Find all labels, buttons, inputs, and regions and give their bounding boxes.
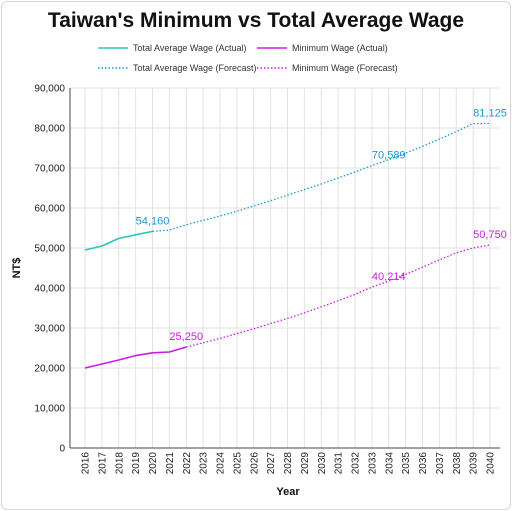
x-tick-label: 2019 xyxy=(131,452,142,475)
x-tick-label: 2028 xyxy=(283,452,294,475)
x-tick-label: 2024 xyxy=(216,452,227,475)
data-label: 40,214 xyxy=(372,271,406,283)
data-labels: 54,160 25,250 70,589 40,214 81,125 50,750 xyxy=(136,108,507,344)
x-tick-label: 2026 xyxy=(249,452,260,475)
series-line-min-forecast xyxy=(186,244,491,348)
data-label: 70,589 xyxy=(372,150,406,162)
x-tick-label: 2033 xyxy=(367,452,378,475)
y-tick-label: 70,000 xyxy=(34,164,65,175)
y-axis-label: NT$ xyxy=(11,258,23,279)
x-tick-label: 2030 xyxy=(317,452,328,475)
x-tick-label: 2016 xyxy=(81,452,92,475)
y-tick-label: 20,000 xyxy=(34,364,65,375)
x-tick-label: 2037 xyxy=(435,452,446,475)
legend: Total Average Wage (Actual) Minimum Wage… xyxy=(98,43,398,73)
legend-label-total-forecast: Total Average Wage (Forecast) xyxy=(133,63,257,73)
x-tick-label: 2020 xyxy=(148,452,159,475)
series-line-total-forecast xyxy=(152,122,491,233)
x-tick-label: 2018 xyxy=(114,452,125,475)
x-tick-label: 2029 xyxy=(300,452,311,475)
x-tick-label: 2031 xyxy=(334,452,345,475)
y-tick-label: 60,000 xyxy=(34,204,65,215)
grid xyxy=(70,87,500,449)
data-label: 25,250 xyxy=(169,331,203,343)
y-tick-label: 10,000 xyxy=(34,404,65,415)
y-tick-label: 80,000 xyxy=(34,124,65,135)
chart-title: Taiwan's Minimum vs Total Average Wage xyxy=(48,9,464,32)
y-tick-label: 50,000 xyxy=(34,244,65,255)
series-lines xyxy=(84,122,491,369)
x-tick-label: 2036 xyxy=(418,452,429,475)
data-label: 50,750 xyxy=(473,229,507,241)
series-line-total-actual xyxy=(84,230,153,251)
axes: 0 10,000 20,000 30,000 40,000 50,000 60,000 70,… xyxy=(34,84,500,475)
y-tick-label: 40,000 xyxy=(34,284,65,295)
data-label: 81,125 xyxy=(473,108,507,120)
y-tick-label: 90,000 xyxy=(34,84,65,95)
series-line-min-actual xyxy=(84,346,187,369)
x-tick-label: 2035 xyxy=(401,452,412,475)
x-tick-label: 2021 xyxy=(165,452,176,475)
x-tick-label: 2039 xyxy=(469,452,480,475)
data-label: 54,160 xyxy=(136,215,170,227)
x-tick-label: 2023 xyxy=(199,452,210,475)
x-tick-label: 2027 xyxy=(266,452,277,475)
x-tick-label: 2032 xyxy=(351,452,362,475)
x-tick-label: 2034 xyxy=(384,452,395,475)
x-tick-label: 2017 xyxy=(97,452,108,475)
legend-label-min-actual: Minimum Wage (Actual) xyxy=(292,43,388,53)
x-tick-label: 2025 xyxy=(232,452,243,475)
legend-label-total-actual: Total Average Wage (Actual) xyxy=(133,43,247,53)
y-tick-label: 0 xyxy=(59,444,65,455)
y-tick-label: 30,000 xyxy=(34,324,65,335)
x-tick-label: 2038 xyxy=(452,452,463,475)
legend-label-min-forecast: Minimum Wage (Forecast) xyxy=(292,63,398,73)
x-axis-label: Year xyxy=(276,486,300,498)
x-tick-label: 2040 xyxy=(486,452,497,475)
x-tick-label: 2022 xyxy=(182,452,193,475)
